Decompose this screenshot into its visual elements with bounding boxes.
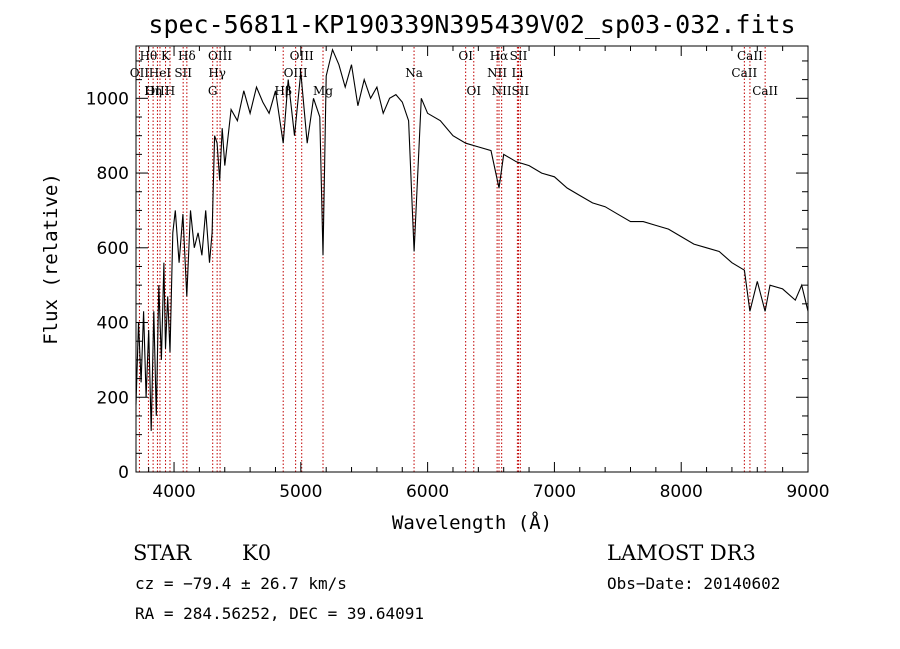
line-label: SII	[174, 66, 192, 80]
object-type: STAR	[133, 541, 192, 565]
line-label: Hα	[490, 49, 509, 63]
line-label: G	[208, 84, 218, 98]
line-label: Mg	[313, 84, 333, 98]
y-tick-label: 200	[97, 388, 129, 408]
line-label: CaII	[737, 49, 763, 63]
survey-name: LAMOST DR3	[607, 541, 756, 565]
line-label: OIII	[208, 49, 232, 63]
line-label: Hη	[144, 84, 162, 98]
x-tick-label: 6000	[406, 482, 449, 502]
spectral-subclass: K0	[242, 541, 271, 565]
line-label: Hδ	[178, 49, 196, 63]
observation-date: Obs−Date: 20140602	[607, 574, 780, 593]
x-axis-label: Wavelength (Å)	[392, 511, 552, 534]
line-label: CaII	[731, 66, 757, 80]
line-label: OIII	[284, 66, 308, 80]
line-label: OIII	[290, 49, 314, 63]
y-tick-label: 1000	[86, 89, 129, 109]
emission-line-markers	[138, 47, 766, 472]
plot-frame	[135, 45, 809, 473]
line-label: NII	[492, 84, 512, 98]
x-tick-label: 4000	[152, 482, 195, 502]
x-tick-label: 9000	[786, 482, 829, 502]
line-label: NII	[487, 66, 507, 80]
y-axis-label: Flux (relative)	[40, 173, 62, 345]
y-tick-label: 400	[97, 314, 129, 334]
line-label: K	[161, 49, 171, 63]
y-tick-label: 0	[118, 463, 129, 483]
line-label: Hγ	[208, 66, 226, 80]
line-label: Hθ	[140, 49, 158, 63]
x-tick-label: 7000	[533, 482, 576, 502]
x-tick-label: 5000	[279, 482, 322, 502]
line-label: SII	[510, 49, 528, 63]
line-label: Li	[511, 66, 523, 80]
line-label: HeI	[149, 66, 172, 80]
sky-coordinates: RA = 284.56252, DEC = 39.64091	[135, 604, 424, 623]
y-tick-label: 600	[97, 239, 129, 259]
flux-series-line	[135, 47, 809, 431]
line-label: OI	[466, 84, 481, 98]
axis-ticks: 4000 5000 6000 7000 8000 9000 0 200 400 600 800 100…	[86, 46, 830, 502]
line-label: SII	[511, 84, 529, 98]
line-label: Na	[405, 66, 423, 80]
line-label: OI	[458, 49, 473, 63]
line-label: CaII	[752, 84, 778, 98]
y-tick-label: 800	[97, 164, 129, 184]
x-tick-label: 8000	[660, 482, 703, 502]
line-label: H	[165, 84, 175, 98]
line-label: OIII	[145, 84, 169, 98]
line-label: OII	[130, 66, 150, 80]
redshift-velocity: cz = −79.4 ± 26.7 km/s	[135, 574, 347, 593]
chart-title: spec-56811-KP190339N395439V02_sp03-032.f…	[148, 10, 795, 39]
